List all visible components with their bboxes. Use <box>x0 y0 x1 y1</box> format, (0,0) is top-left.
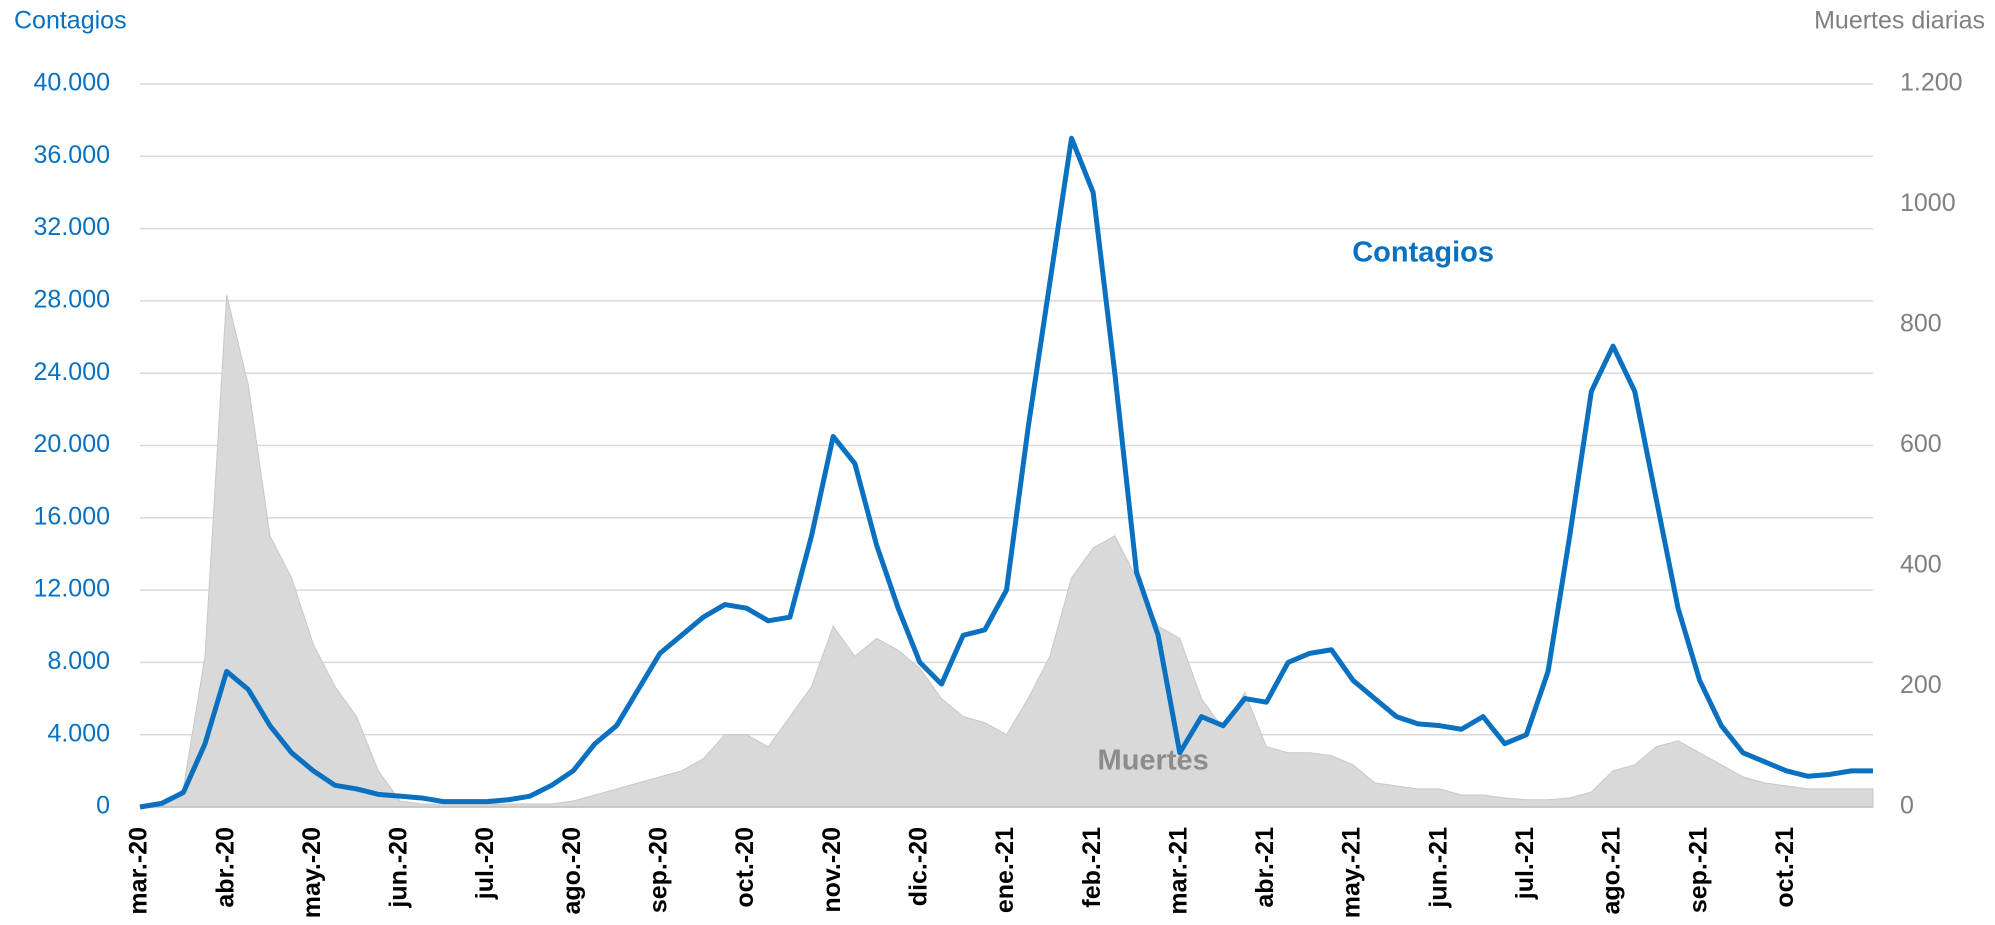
x-tick-label: feb.-21 <box>1078 827 1106 908</box>
x-tick-label: oct.-20 <box>731 827 759 908</box>
y-tick-label: 12.000 <box>34 575 110 603</box>
x-tick-label: abr.-21 <box>1251 827 1279 908</box>
x-tick-label: jun.-20 <box>385 827 413 909</box>
x-tick-label: ago.-20 <box>558 827 586 915</box>
y-tick-label: 36.000 <box>34 141 110 169</box>
x-tick-label: abr.-20 <box>211 827 239 908</box>
x-tick-label: dic.-20 <box>904 827 932 906</box>
y-tick-label: 20.000 <box>34 430 110 458</box>
x-tick-label: oct.-21 <box>1771 827 1799 908</box>
x-tick-label: sep.-20 <box>645 827 673 913</box>
y2-tick-label: 1.200 <box>1900 69 1963 97</box>
y-tick-label: 28.000 <box>34 286 110 314</box>
y-tick-label: 8.000 <box>47 647 110 675</box>
y2-tick-label: 0 <box>1900 792 1914 820</box>
y-axis-title: Contagios <box>14 7 127 35</box>
annotation: Muertes <box>1098 745 1209 777</box>
x-tick-label: jul.-21 <box>1511 827 1539 900</box>
y2-tick-label: 1000 <box>1900 189 1956 217</box>
annotation: Contagios <box>1352 237 1494 269</box>
y2-axis-title: Muertes diarias <box>1814 7 1985 35</box>
x-tick-label: ene.-21 <box>991 827 1019 913</box>
y2-tick-label: 200 <box>1900 671 1942 699</box>
line <box>139 135 1873 810</box>
y-tick-label: 32.000 <box>34 213 110 241</box>
y-tick-label: 16.000 <box>34 502 110 530</box>
x-tick-label: may.-20 <box>298 827 326 918</box>
y-tick-label: 24.000 <box>34 358 110 386</box>
y-tick-label: 0 <box>96 792 110 820</box>
x-tick-label: mar.-21 <box>1164 827 1192 915</box>
x-tick-label: ago.-21 <box>1598 827 1626 915</box>
y2-tick-label: 600 <box>1900 430 1942 458</box>
x-tick-label: may.-21 <box>1338 827 1366 918</box>
x-tick-label: sep.-21 <box>1684 827 1712 913</box>
y2-tick-label: 800 <box>1900 310 1942 338</box>
y2-tick-label: 400 <box>1900 551 1942 579</box>
x-tick-label: mar.-20 <box>125 827 153 915</box>
x-tick-label: jul.-20 <box>471 827 499 900</box>
x-tick-label: jun.-21 <box>1424 827 1452 909</box>
y-tick-label: 40.000 <box>34 69 110 97</box>
area <box>140 294 1874 808</box>
x-tick-label: nov.-20 <box>818 827 846 913</box>
y-tick-label: 4.000 <box>47 719 110 747</box>
